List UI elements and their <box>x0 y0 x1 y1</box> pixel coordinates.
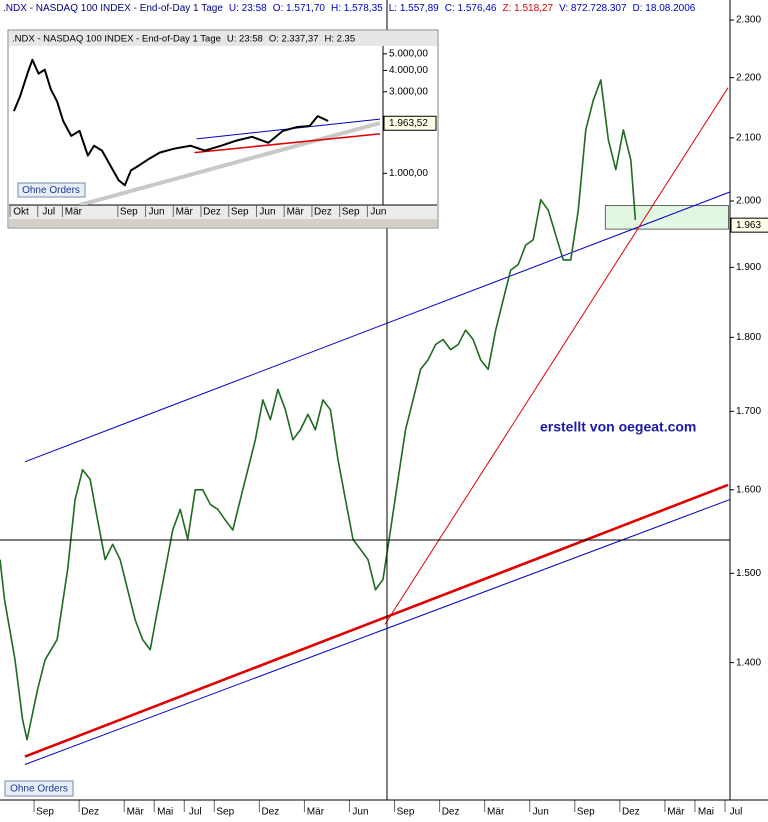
plot-area <box>12 58 381 205</box>
x-tick-label: Okt <box>13 207 29 218</box>
price-zone <box>604 205 729 230</box>
x-tick-label: Jun <box>259 207 275 218</box>
main-chart: .NDX - NASDAQ 100 INDEX - End-of-Day 1 T… <box>0 3 768 818</box>
header: .NDX - NASDAQ 100 INDEX - End-of-Day 1 T… <box>12 33 355 44</box>
trendline <box>79 121 381 205</box>
y-tick-label: 1.700 <box>736 406 761 417</box>
button-label[interactable]: Ohne Orders <box>22 185 80 196</box>
y-tick-label: 2.100 <box>736 132 761 143</box>
last-price-box <box>730 217 768 233</box>
x-tick-label: Jul <box>42 207 55 218</box>
header-item: H: 1.578,35 <box>331 3 383 14</box>
inset-x-axis-band <box>9 205 437 219</box>
header-item: V: 872.728.307 <box>559 3 627 14</box>
price-line <box>12 58 329 187</box>
y-tick-label: 5.000,00 <box>389 48 428 59</box>
x-tick-label: Mär <box>65 207 83 218</box>
header: .NDX - NASDAQ 100 INDEX - End-of-Day 1 T… <box>3 3 696 14</box>
header-item: L: 1.557,89 <box>389 3 439 14</box>
x-tick-label: Dez <box>81 807 99 818</box>
last-price-label: 1.963,52 <box>389 118 428 129</box>
y-tick-label: 4.000,00 <box>389 65 428 76</box>
x-tick-label: Sep <box>577 807 595 818</box>
x-tick-label: Jul <box>730 807 743 818</box>
header-item: Z: 1.518,27 <box>502 3 553 14</box>
header-item: D: 18.08.2006 <box>633 3 696 14</box>
trendline <box>194 133 381 154</box>
y-tick-label: 3.000,00 <box>389 86 428 97</box>
x-tick-label: Mär <box>487 807 505 818</box>
button-frame[interactable] <box>4 780 74 797</box>
x-tick-label: Jun <box>370 207 386 218</box>
x-tick-label: Jun <box>148 207 164 218</box>
header-item: O: 1.571,70 <box>273 3 326 14</box>
last-price-box <box>383 115 437 131</box>
inset-button[interactable]: Ohne Orders <box>17 182 86 198</box>
x-tick-label: Dez <box>261 807 279 818</box>
inset-frame <box>7 29 439 229</box>
y-tick-label: 2.000 <box>736 196 761 207</box>
button-frame[interactable] <box>17 182 86 198</box>
trendline <box>24 191 730 463</box>
header-item: .NDX - NASDAQ 100 INDEX - End-of-Day 1 T… <box>3 3 223 14</box>
x-tick-label: Dez <box>622 807 640 818</box>
button-label[interactable]: Ohne Orders <box>10 784 68 795</box>
inset-chart: .NDX - NASDAQ 100 INDEX - End-of-Day 1 T… <box>7 29 439 229</box>
x-tick-label: Sep <box>397 807 415 818</box>
x-tick-label: Mär <box>307 807 325 818</box>
x-tick-label: Dez <box>314 207 332 218</box>
y-tick-label: 1.500 <box>736 568 761 579</box>
trendline <box>24 498 730 765</box>
x-tick-label: Mär <box>667 807 685 818</box>
x-tick-label: Mai <box>157 807 173 818</box>
header-item: O: 2.337,37 <box>269 33 319 44</box>
x-tick-label: Mär <box>176 207 194 218</box>
y-tick-label: 1.400 <box>736 657 761 668</box>
plot-area <box>0 79 730 765</box>
header-item: U: 23:58 <box>229 3 267 14</box>
x-tick-label: Jun <box>352 807 368 818</box>
x-tick-label: Jul <box>189 807 202 818</box>
x-tick-label: Sep <box>342 207 360 218</box>
header-item: .NDX - NASDAQ 100 INDEX - End-of-Day 1 T… <box>12 33 221 44</box>
header-item: H: 2.35 <box>324 33 355 44</box>
x-tick-label: Jun <box>533 807 549 818</box>
x-tick-label: Sep <box>36 807 54 818</box>
y-tick-label: 2.200 <box>736 72 761 83</box>
x-tick-label: Dez <box>442 807 460 818</box>
x-tick-label: Sep <box>216 807 234 818</box>
header-item: U: 23:58 <box>227 33 263 44</box>
annotation: erstellt von oegeat.com <box>540 419 696 435</box>
last-price-label: 1.963 <box>736 220 761 231</box>
inset-header <box>9 31 437 46</box>
inset-scrollbar <box>9 219 437 227</box>
header-item: C: 1.576,46 <box>445 3 497 14</box>
x-tick-label: Sep <box>120 207 138 218</box>
trendline <box>24 483 729 758</box>
y-tick-label: 1.900 <box>736 262 761 273</box>
trendline <box>384 87 729 625</box>
inset-plot: .NDX - NASDAQ 100 INDEX - End-of-Day 1 T… <box>9 33 437 218</box>
x-tick-label: Mai <box>698 807 714 818</box>
x-tick-label: Dez <box>203 207 221 218</box>
x-tick-label: Sep <box>231 207 249 218</box>
x-tick-label: Mär <box>287 207 305 218</box>
button[interactable]: Ohne Orders <box>4 780 74 797</box>
price-line <box>0 79 637 741</box>
x-tick-label: Mär <box>127 807 145 818</box>
y-tick-label: 1.000,00 <box>389 168 428 179</box>
y-tick-label: 2.300 <box>736 15 761 26</box>
y-tick-label: 1.800 <box>736 332 761 343</box>
y-tick-label: 1.600 <box>736 484 761 495</box>
